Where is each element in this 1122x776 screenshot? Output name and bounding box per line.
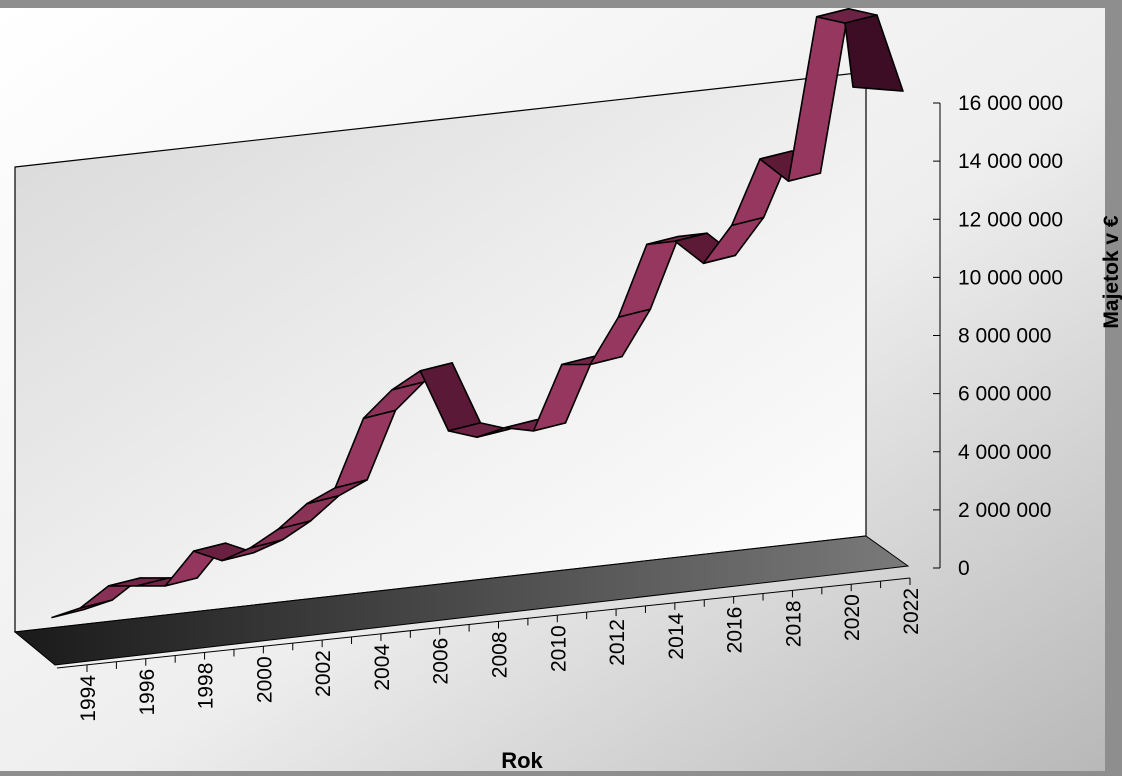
back-wall bbox=[14, 71, 867, 633]
floor bbox=[13, 535, 910, 666]
y-tick-label: 0 bbox=[958, 557, 970, 580]
x-tick-label: 1994 bbox=[77, 675, 100, 722]
x-axis: 1994 1996 1998 2000 2002 2004 2006 2008 2010 2012… bbox=[56, 577, 923, 722]
x-tick-label: 2008 bbox=[489, 632, 512, 679]
x-axis-title: Rok bbox=[501, 748, 543, 771]
x-tick-label: 2022 bbox=[900, 588, 923, 635]
x-tick-label: 2000 bbox=[253, 656, 276, 703]
y-tick-label: 12 000 000 bbox=[958, 208, 1063, 231]
y-tick-label: 4 000 000 bbox=[958, 441, 1051, 464]
x-tick-label: 2012 bbox=[606, 619, 629, 666]
x-tick-label: 2020 bbox=[841, 594, 864, 641]
x-tick-label: 1998 bbox=[195, 663, 218, 710]
x-tick-label: 2006 bbox=[430, 638, 453, 685]
y-axis: 0 2 000 000 4 000 000 6 000 000 8 000 000 10 … bbox=[933, 92, 1063, 580]
ribbon-end-cap bbox=[844, 14, 904, 92]
x-tick-label: 2004 bbox=[371, 644, 394, 691]
x-tick-label: 1996 bbox=[136, 669, 159, 716]
y-tick-label: 16 000 000 bbox=[958, 92, 1063, 115]
series-ribbon bbox=[51, 8, 904, 619]
y-axis-title: Majetok v € bbox=[1100, 215, 1122, 329]
y-tick-label: 8 000 000 bbox=[958, 325, 1051, 348]
x-tick-label: 2002 bbox=[312, 650, 335, 697]
y-tick-label: 2 000 000 bbox=[958, 499, 1051, 522]
x-tick-label: 2010 bbox=[547, 625, 570, 672]
y-tick-label: 14 000 000 bbox=[958, 150, 1063, 173]
x-tick-label: 2018 bbox=[782, 600, 805, 647]
y-tick-label: 10 000 000 bbox=[958, 266, 1063, 289]
x-tick-label: 2014 bbox=[665, 613, 688, 660]
y-tick-label: 6 000 000 bbox=[958, 383, 1051, 406]
x-axis-line bbox=[56, 577, 911, 669]
x-tick-label: 2016 bbox=[724, 607, 747, 654]
